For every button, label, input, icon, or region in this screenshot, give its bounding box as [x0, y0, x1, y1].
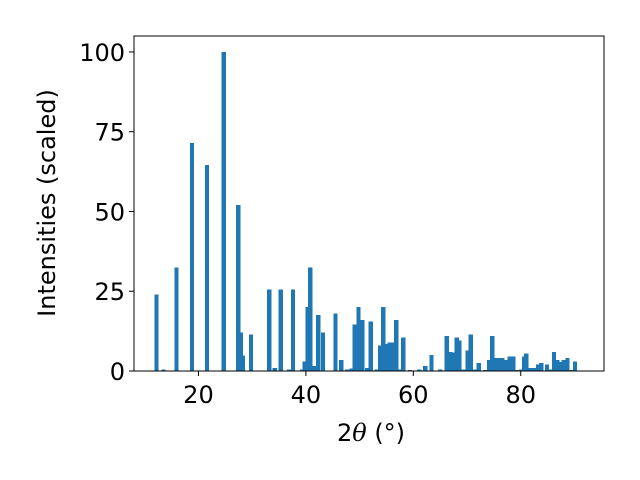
bar — [221, 51, 226, 371]
y-tick-label: 0 — [110, 358, 125, 386]
bar — [548, 369, 553, 371]
bar — [204, 165, 210, 371]
y-axis-label: Intensities (scaled) — [33, 89, 61, 317]
x-tick-label: 60 — [398, 381, 429, 409]
bar — [523, 353, 529, 371]
bar — [272, 367, 277, 371]
bar — [267, 289, 272, 371]
bar — [398, 369, 403, 371]
y-tick-label: 25 — [94, 278, 125, 306]
x-axis-label: 2θ (°) — [337, 419, 405, 447]
bar — [312, 366, 317, 371]
bar — [572, 361, 578, 371]
y-tick-label: 50 — [94, 198, 125, 226]
bar — [535, 364, 541, 371]
y-axis-ticks: 0 25 50 75 100 — [79, 39, 134, 386]
bar — [381, 307, 386, 371]
bar — [320, 332, 326, 371]
bar — [368, 321, 374, 371]
bar — [451, 352, 457, 371]
bar — [374, 369, 379, 371]
bar — [278, 289, 283, 371]
bar — [360, 319, 365, 371]
bar — [356, 307, 361, 371]
bar — [457, 340, 462, 371]
bar — [492, 358, 498, 371]
bar — [531, 367, 536, 371]
bar — [174, 267, 179, 371]
bar — [555, 359, 560, 371]
bar — [377, 345, 383, 371]
bar — [248, 334, 254, 371]
plot-frame — [133, 35, 605, 372]
y-tick-label: 75 — [94, 119, 125, 147]
bar — [465, 350, 470, 371]
bar — [154, 294, 159, 371]
bar — [468, 334, 473, 371]
bar — [236, 205, 241, 371]
x-tick-label: 20 — [183, 381, 214, 409]
bar — [544, 364, 550, 371]
bar — [364, 367, 370, 371]
bar — [390, 342, 396, 371]
bar — [161, 369, 166, 371]
bar — [240, 355, 246, 371]
bar — [519, 369, 524, 371]
bar — [438, 369, 443, 371]
bar — [486, 359, 492, 371]
bar — [429, 355, 434, 371]
x-tick-label: 40 — [291, 381, 322, 409]
bar — [565, 358, 570, 371]
bar — [551, 351, 557, 371]
bar — [417, 369, 422, 371]
bar — [448, 351, 453, 371]
bar — [539, 363, 544, 371]
bar — [290, 289, 296, 371]
bar — [461, 369, 466, 371]
x-axis-ticks: 20 40 60 80 — [183, 371, 536, 409]
bar — [299, 369, 305, 371]
bar — [503, 359, 508, 371]
bar — [333, 313, 338, 371]
bar — [400, 337, 406, 371]
bar — [339, 359, 344, 371]
bar — [308, 267, 313, 371]
bar — [444, 335, 449, 371]
bar — [500, 358, 505, 371]
bar — [345, 369, 350, 371]
bar — [316, 315, 321, 371]
bar — [476, 363, 481, 371]
bar — [384, 343, 389, 371]
bar — [527, 367, 533, 371]
bar — [305, 307, 310, 371]
bar — [189, 142, 195, 371]
y-tick-label: 100 — [79, 39, 125, 67]
bar — [558, 362, 563, 371]
bar — [352, 324, 357, 371]
bar — [454, 337, 459, 371]
bar — [349, 368, 354, 371]
bar — [302, 361, 307, 371]
bar — [511, 356, 516, 371]
bar — [507, 356, 512, 371]
bar — [393, 319, 399, 371]
bar — [387, 342, 392, 371]
bar — [238, 332, 244, 371]
bar — [496, 358, 501, 371]
bar — [472, 369, 478, 371]
x-tick-label: 80 — [505, 381, 536, 409]
bar — [422, 366, 428, 371]
bar — [561, 359, 566, 371]
bar — [490, 335, 495, 371]
bars-group — [154, 51, 578, 371]
bar — [287, 369, 292, 371]
